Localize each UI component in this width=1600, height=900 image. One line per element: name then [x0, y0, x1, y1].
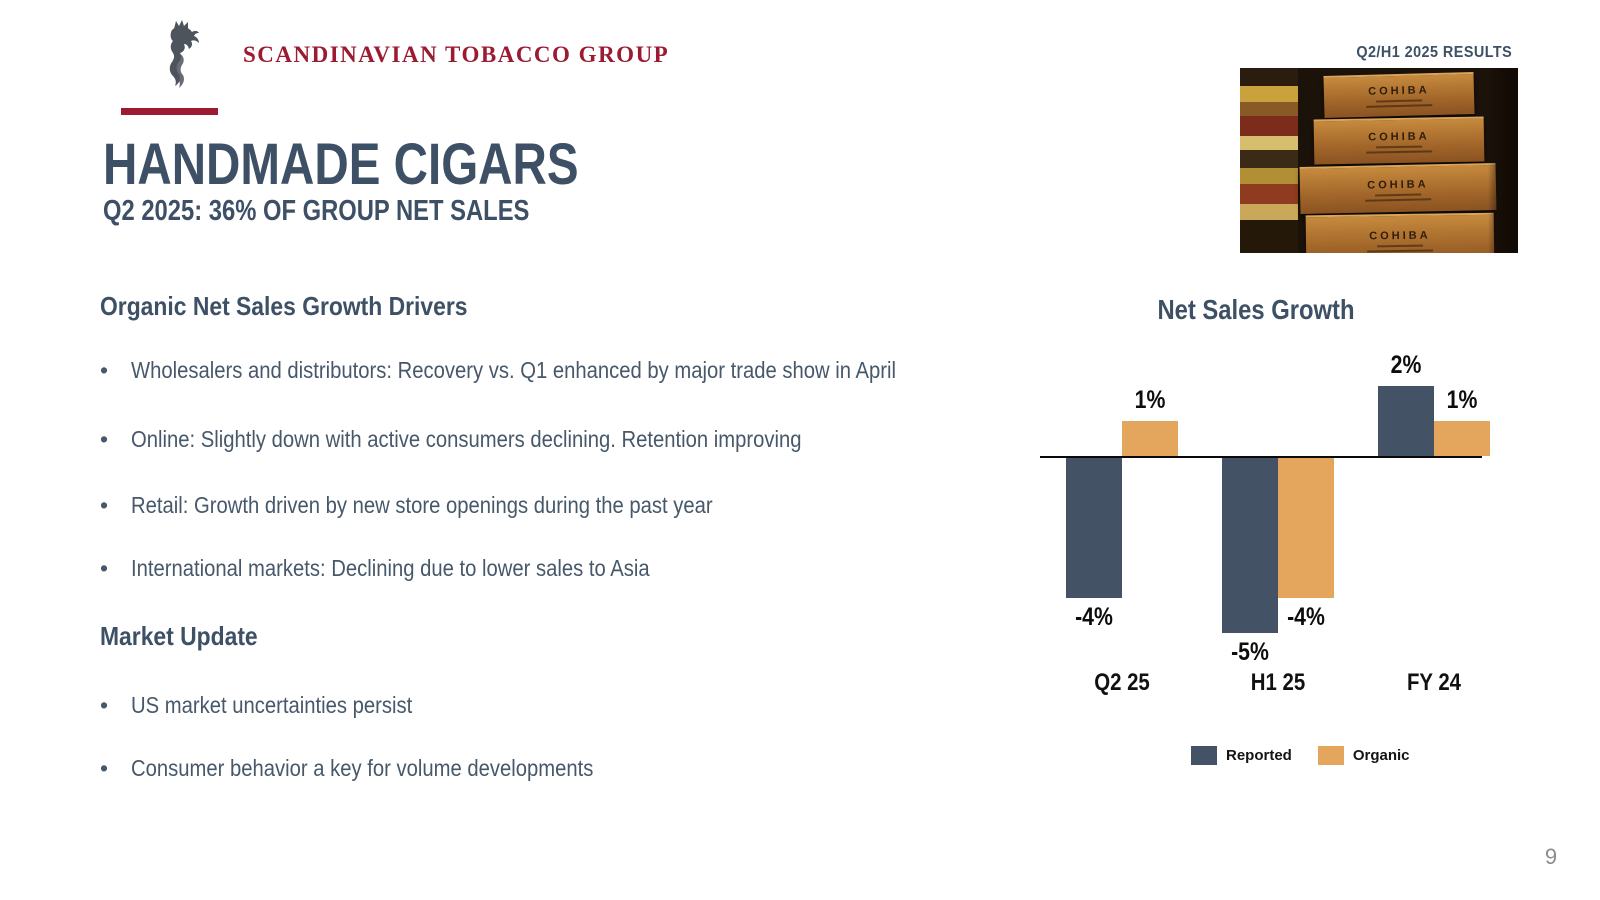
bullet-dot-icon: • [100, 492, 109, 518]
category-label-q2-25: Q2 25 [1094, 669, 1150, 696]
bar-value-label: -5% [1231, 638, 1269, 666]
cohiba-box: COHIBA [1299, 162, 1497, 215]
bullet-text: US market uncertainties persist [131, 692, 413, 718]
legend-item-reported: Reported [1191, 746, 1292, 765]
legend-swatch-reported [1191, 746, 1217, 765]
bar-organic-h1-25 [1278, 458, 1334, 598]
cigar-boxes-photo: COHIBA COHIBA COHIBA COHIBA [1240, 68, 1518, 253]
bar-value-label: 1% [1134, 386, 1166, 414]
cohiba-box: COHIBA [1323, 72, 1475, 118]
page-title: HANDMADE CIGARS [103, 132, 579, 197]
bullet-text: Retail: Growth driven by new store openi… [131, 492, 713, 518]
legend-label-reported: Reported [1226, 747, 1292, 764]
bullet-item-online: • Online: Slightly down with active cons… [100, 424, 893, 454]
category-label-fy-24: FY 24 [1406, 669, 1462, 696]
legend-label-organic: Organic [1352, 747, 1410, 764]
photo-shadow [1488, 68, 1518, 253]
bar-value-label: -4% [1287, 603, 1325, 631]
results-tag: Q2/H1 2025 RESULTS [1356, 44, 1512, 61]
net-sales-growth-chart: Net Sales Growth -4% 1% Q2 25 -5% -4% H1 25 2%… [1020, 280, 1492, 780]
bullet-text: International markets: Declining due to … [131, 555, 650, 581]
cohiba-label: COHIBA [1369, 229, 1431, 243]
bullet-item-wholesalers: • Wholesalers and distributors: Recovery… [100, 355, 1000, 385]
bullet-dot-icon: • [100, 426, 109, 452]
page-subtitle: Q2 2025: 36% OF GROUP NET SALES [103, 195, 530, 227]
cohiba-box: COHIBA [1305, 212, 1495, 253]
zero-axis-line [1040, 456, 1482, 458]
bullet-dot-icon: • [100, 555, 109, 581]
brand-name: SCANDINAVIAN TOBACCO GROUP [243, 42, 670, 67]
bullet-item-international: • International markets: Declining due t… [100, 553, 720, 583]
section-heading-market-update: Market Update [100, 621, 258, 651]
bar-reported-fy-24 [1378, 386, 1434, 456]
wooden-boxes-stack: COHIBA COHIBA COHIBA COHIBA [1298, 72, 1500, 253]
brand-rule [121, 108, 218, 115]
bar-value-label: -4% [1075, 603, 1113, 631]
cohiba-label: COHIBA [1368, 129, 1430, 144]
bullet-dot-icon: • [100, 357, 109, 383]
chart-plot-area: -4% 1% Q2 25 -5% -4% H1 25 2% 1% FY 24 [1020, 280, 1492, 780]
bar-organic-q2-25 [1122, 421, 1178, 456]
chart-legend: Reported Organic [1191, 746, 1410, 765]
bullet-text: Wholesalers and distributors: Recovery v… [131, 357, 896, 383]
bar-reported-q2-25 [1066, 458, 1122, 598]
bullet-item-consumer-behavior: • Consumer behavior a key for volume dev… [100, 753, 656, 783]
cohiba-label: COHIBA [1367, 177, 1429, 192]
cohiba-box: COHIBA [1313, 116, 1485, 165]
bar-organic-fy-24 [1434, 421, 1490, 456]
cohiba-label: COHIBA [1368, 84, 1430, 98]
bullet-dot-icon: • [100, 692, 109, 718]
category-label-h1-25: H1 25 [1250, 669, 1306, 696]
chart-title: Net Sales Growth [1157, 294, 1355, 325]
bar-value-label: 2% [1390, 351, 1422, 379]
bullet-text: Consumer behavior a key for volume devel… [131, 755, 594, 781]
page-number: 9 [1544, 844, 1558, 869]
bar-value-label: 1% [1446, 386, 1478, 414]
bullet-dot-icon: • [100, 755, 109, 781]
bullet-text: Online: Slightly down with active consum… [131, 426, 802, 452]
bullet-item-us-market: • US market uncertainties persist [100, 690, 451, 720]
legend-item-organic: Organic [1317, 746, 1410, 765]
bar-reported-h1-25 [1222, 458, 1278, 633]
lion-logo-icon [169, 20, 199, 88]
section-heading-growth-drivers: Organic Net Sales Growth Drivers [100, 291, 468, 321]
bullet-item-retail: • Retail: Growth driven by new store ope… [100, 490, 792, 520]
cigar-box-spines [1240, 68, 1298, 253]
legend-swatch-organic [1317, 746, 1344, 765]
